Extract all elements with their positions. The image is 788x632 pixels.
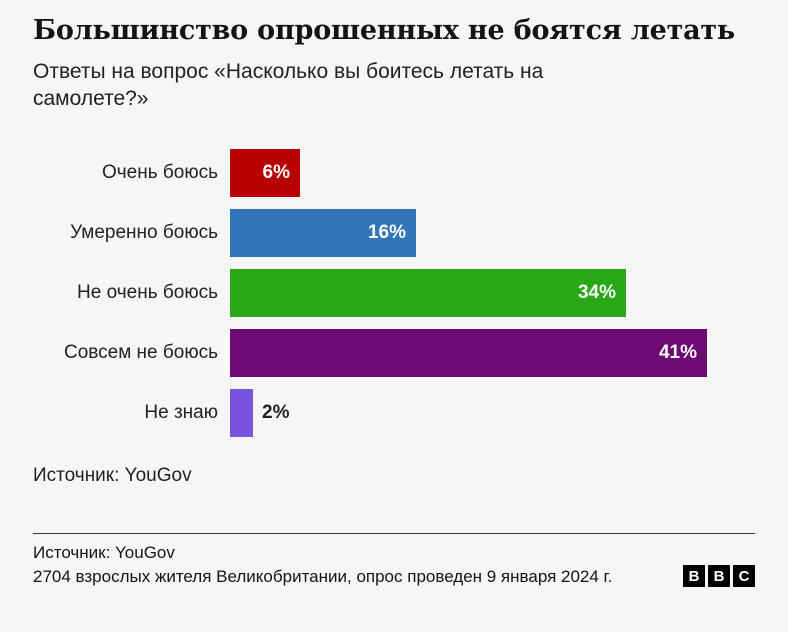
category-label: Не очень боюсь <box>77 282 218 304</box>
bar-track: 16% <box>230 209 755 258</box>
bar-value-label: 16% <box>367 222 406 244</box>
footer-divider <box>33 533 755 534</box>
bar-very-afraid: 6% <box>230 149 300 198</box>
bar-not-very-afraid: 34% <box>230 269 626 318</box>
bbc-logo-letter-c: C <box>733 565 755 587</box>
bar-row: Не очень боюсь 34% <box>33 269 755 318</box>
bar-row: Очень боюсь 6% <box>33 149 755 198</box>
bar-row: Умеренно боюсь 16% <box>33 209 755 258</box>
bbc-logo: B B C <box>683 565 755 587</box>
bar-track: 6% <box>230 149 755 198</box>
bar-chart: Очень боюсь 6% Умеренно боюсь 16% Не оче… <box>33 149 755 438</box>
category-label: Совсем не боюсь <box>63 342 218 364</box>
category-label: Очень боюсь <box>101 162 218 184</box>
bar-not-afraid-at-all: 41% <box>230 329 707 378</box>
bar-moderately-afraid: 16% <box>230 209 416 258</box>
bar-row: Совсем не боюсь 41% <box>33 329 755 378</box>
bar-value-label: 34% <box>577 282 616 304</box>
bbc-logo-letter-b2: B <box>708 565 730 587</box>
bar-track: 2% <box>230 389 755 438</box>
chart-source: Источник: YouGov <box>33 465 192 487</box>
category-label: Не знаю <box>144 402 218 424</box>
bbc-logo-letter-b1: B <box>683 565 705 587</box>
bar-value-label: 2% <box>262 402 290 424</box>
bar-value-label: 6% <box>262 162 290 184</box>
bar-track: 34% <box>230 269 755 318</box>
category-label: Умеренно боюсь <box>70 222 218 244</box>
footer-source-line: Источник: YouGov <box>33 543 175 562</box>
bar-value-label: 41% <box>658 342 697 364</box>
bar-row: Не знаю 2% <box>33 389 755 438</box>
bar-dont-know <box>230 389 253 438</box>
bar-track: 41% <box>230 329 755 378</box>
footer: Источник: YouGov 2704 взрослых жителя Ве… <box>33 541 755 589</box>
chart-subtitle: Ответы на вопрос «Насколько вы боитесь л… <box>33 59 544 111</box>
chart-title: Большинство опрошенных не боятся летать <box>33 15 736 46</box>
footer-text: Источник: YouGov 2704 взрослых жителя Ве… <box>33 541 612 589</box>
footer-note-line: 2704 взрослых жителя Великобритании, опр… <box>33 567 613 586</box>
